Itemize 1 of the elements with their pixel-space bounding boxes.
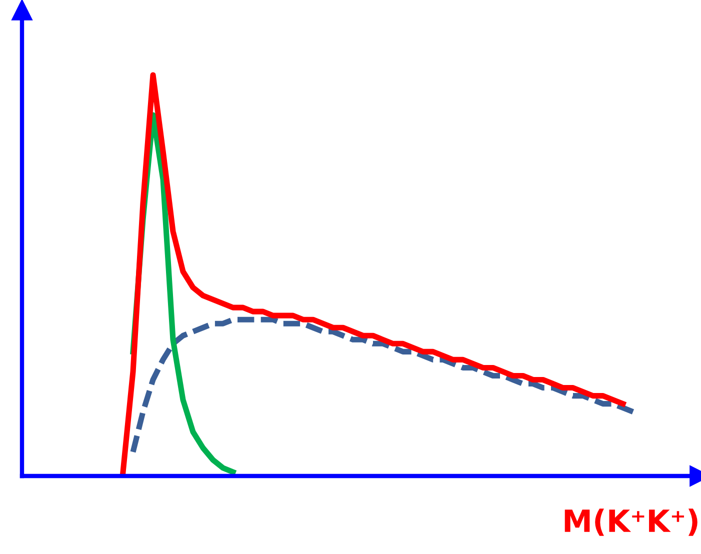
x-axis-title: M(K⁺K⁺) (564, 508, 698, 536)
